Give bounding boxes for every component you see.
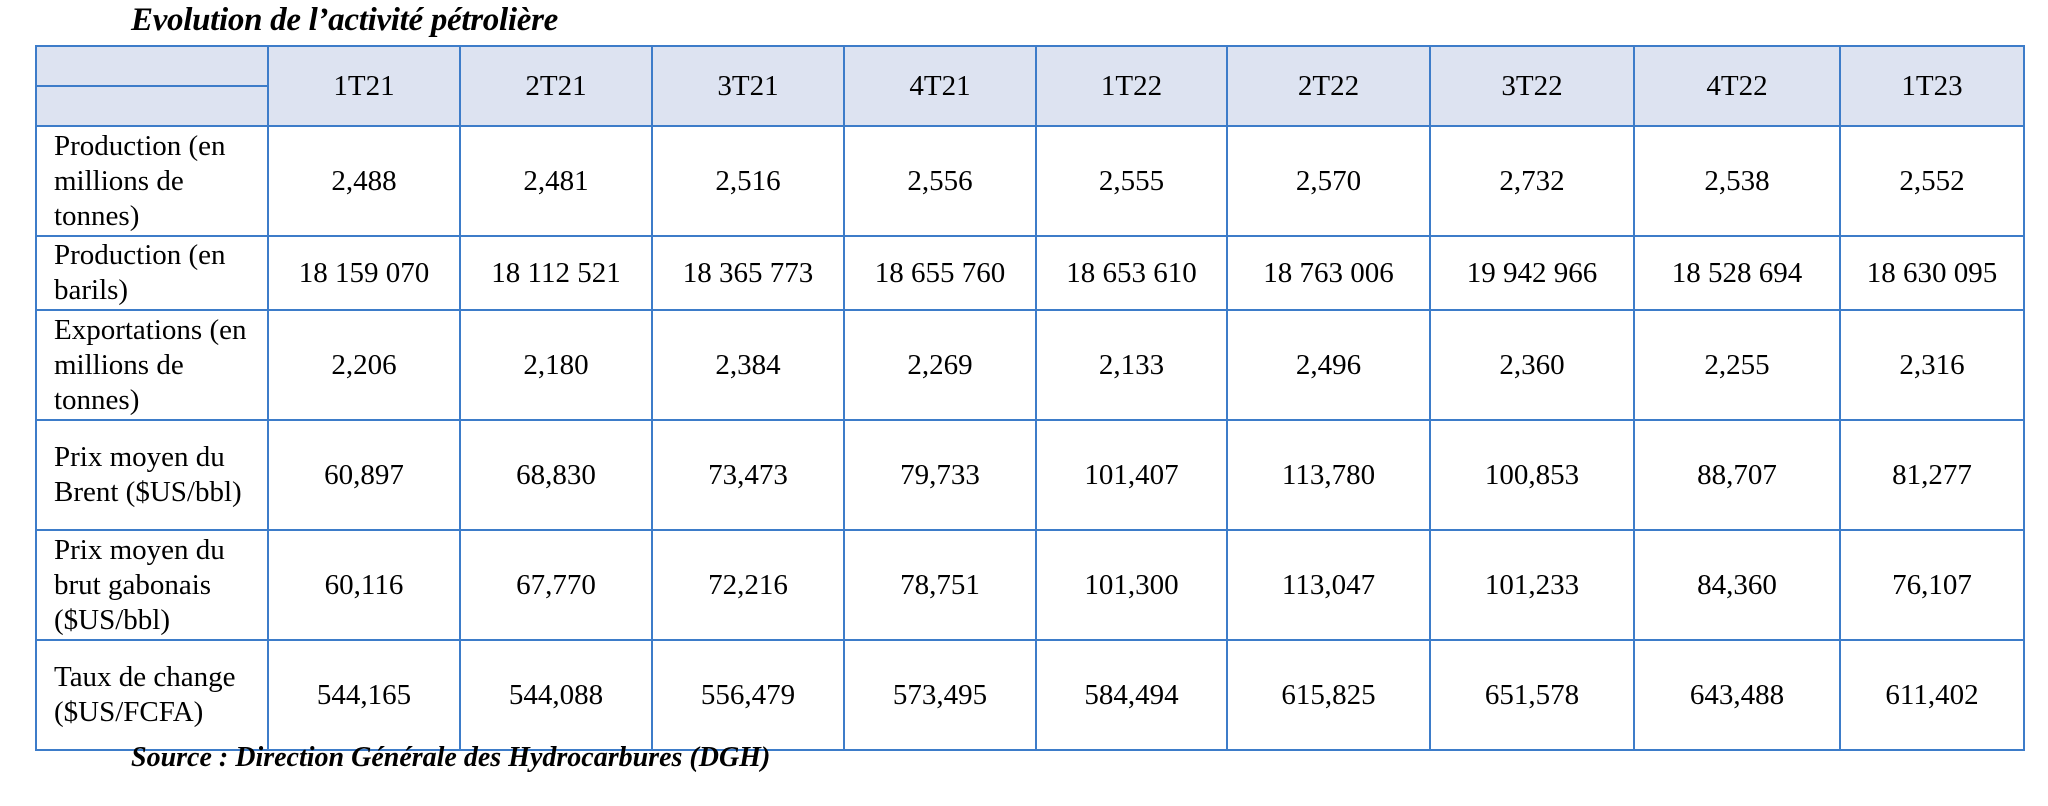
table-cell: 18 653 610 bbox=[1035, 235, 1228, 311]
table-cell: 18 528 694 bbox=[1633, 235, 1841, 311]
table-cell: 611,402 bbox=[1839, 639, 2025, 751]
table-cell: 81,277 bbox=[1839, 419, 2025, 531]
header-corner-cell bbox=[35, 45, 269, 127]
table-row: Taux de change ($US/FCFA) 544,165 544,08… bbox=[35, 639, 2025, 751]
table-cell: 2,496 bbox=[1226, 309, 1431, 421]
table-cell: 88,707 bbox=[1633, 419, 1841, 531]
table-cell: 18 112 521 bbox=[459, 235, 653, 311]
table-cell: 2,570 bbox=[1226, 125, 1431, 237]
table-cell: 2,732 bbox=[1429, 125, 1635, 237]
table-cell: 556,479 bbox=[651, 639, 845, 751]
column-header: 4T22 bbox=[1633, 45, 1841, 127]
row-label: Production (en barils) bbox=[35, 235, 269, 311]
table-cell: 573,495 bbox=[843, 639, 1037, 751]
table-cell: 2,516 bbox=[651, 125, 845, 237]
column-header: 4T21 bbox=[843, 45, 1037, 127]
table-cell: 18 365 773 bbox=[651, 235, 845, 311]
table-cell: 101,407 bbox=[1035, 419, 1228, 531]
table-cell: 18 655 760 bbox=[843, 235, 1037, 311]
table-cell: 18 159 070 bbox=[267, 235, 461, 311]
table-cell: 2,552 bbox=[1839, 125, 2025, 237]
table-row: Production (en millions de tonnes) 2,488… bbox=[35, 125, 2025, 237]
table-row: Prix moyen du brut gabonais ($US/bbl) 60… bbox=[35, 529, 2025, 641]
table-cell: 72,216 bbox=[651, 529, 845, 641]
column-header: 3T22 bbox=[1429, 45, 1635, 127]
table-cell: 2,555 bbox=[1035, 125, 1228, 237]
table-cell: 101,233 bbox=[1429, 529, 1635, 641]
table-cell: 76,107 bbox=[1839, 529, 2025, 641]
column-header: 2T22 bbox=[1226, 45, 1431, 127]
row-label: Production (en millions de tonnes) bbox=[35, 125, 269, 237]
table-cell: 651,578 bbox=[1429, 639, 1635, 751]
table-cell: 2,360 bbox=[1429, 309, 1635, 421]
table-cell: 2,180 bbox=[459, 309, 653, 421]
table-cell: 84,360 bbox=[1633, 529, 1841, 641]
table-cell: 18 630 095 bbox=[1839, 235, 2025, 311]
table-row: Production (en barils) 18 159 070 18 112… bbox=[35, 235, 2025, 311]
table-cell: 68,830 bbox=[459, 419, 653, 531]
table-cell: 2,269 bbox=[843, 309, 1037, 421]
table-cell: 78,751 bbox=[843, 529, 1037, 641]
table-cell: 615,825 bbox=[1226, 639, 1431, 751]
table-cell: 2,538 bbox=[1633, 125, 1841, 237]
table-cell: 19 942 966 bbox=[1429, 235, 1635, 311]
table-cell: 2,481 bbox=[459, 125, 653, 237]
table-title: Evolution de l’activité pétrolière bbox=[131, 2, 558, 38]
column-header: 1T23 bbox=[1839, 45, 2025, 127]
source-note: Source : Direction Générale des Hydrocar… bbox=[131, 742, 771, 773]
column-header: 1T21 bbox=[267, 45, 461, 127]
table-cell: 113,047 bbox=[1226, 529, 1431, 641]
table-cell: 2,133 bbox=[1035, 309, 1228, 421]
table-cell: 2,384 bbox=[651, 309, 845, 421]
header-row: 1T21 2T21 3T21 4T21 1T22 2T22 3T22 4T22 … bbox=[35, 45, 2025, 127]
table-cell: 18 763 006 bbox=[1226, 235, 1431, 311]
table-cell: 643,488 bbox=[1633, 639, 1841, 751]
table-cell: 2,556 bbox=[843, 125, 1037, 237]
table-cell: 73,473 bbox=[651, 419, 845, 531]
table-cell: 2,206 bbox=[267, 309, 461, 421]
table-cell: 60,897 bbox=[267, 419, 461, 531]
table-cell: 544,165 bbox=[267, 639, 461, 751]
table-cell: 2,255 bbox=[1633, 309, 1841, 421]
table-cell: 544,088 bbox=[459, 639, 653, 751]
row-label: Prix moyen du Brent ($US/bbl) bbox=[35, 419, 269, 531]
table-cell: 101,300 bbox=[1035, 529, 1228, 641]
row-label: Prix moyen du brut gabonais ($US/bbl) bbox=[35, 529, 269, 641]
table-cell: 67,770 bbox=[459, 529, 653, 641]
table-row: Prix moyen du Brent ($US/bbl) 60,897 68,… bbox=[35, 419, 2025, 531]
column-header: 3T21 bbox=[651, 45, 845, 127]
column-header: 1T22 bbox=[1035, 45, 1228, 127]
table-row: Exportations (en millions de tonnes) 2,2… bbox=[35, 309, 2025, 421]
table-cell: 2,316 bbox=[1839, 309, 2025, 421]
oil-activity-table: 1T21 2T21 3T21 4T21 1T22 2T22 3T22 4T22 … bbox=[35, 45, 2025, 751]
row-label: Taux de change ($US/FCFA) bbox=[35, 639, 269, 751]
table-cell: 584,494 bbox=[1035, 639, 1228, 751]
table-cell: 79,733 bbox=[843, 419, 1037, 531]
column-header: 2T21 bbox=[459, 45, 653, 127]
table-cell: 60,116 bbox=[267, 529, 461, 641]
table-cell: 113,780 bbox=[1226, 419, 1431, 531]
row-label: Exportations (en millions de tonnes) bbox=[35, 309, 269, 421]
table-cell: 2,488 bbox=[267, 125, 461, 237]
table-cell: 100,853 bbox=[1429, 419, 1635, 531]
